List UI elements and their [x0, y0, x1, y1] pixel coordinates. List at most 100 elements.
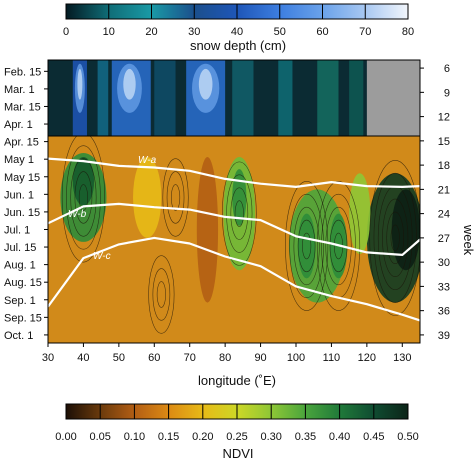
- snow-colorbar-label: snow depth (cm): [190, 38, 286, 53]
- snow-colorbar-tick-label: 50: [274, 26, 286, 38]
- date-tick-label: Aug. 1: [4, 260, 36, 272]
- ndvi-contour: [156, 281, 166, 308]
- snow-colorbar-tick-label: 80: [402, 26, 414, 38]
- line-label-w-b: W-b: [68, 209, 87, 220]
- ndvi-contour: [285, 180, 329, 311]
- longitude-tick-label: 90: [254, 352, 266, 364]
- ndvi-colorbar-tick-label: 0.20: [192, 431, 213, 443]
- ndvi-colorbar-tick-label: 0.40: [329, 431, 350, 443]
- ndvi-contour: [70, 158, 97, 237]
- date-tick-label: Jun. 1: [4, 189, 34, 201]
- ndvi-contour: [66, 145, 101, 250]
- date-axis-left: Feb. 15 Mar. 1 Mar. 15 Apr. 1 Apr. 15 May 1 Ma…: [4, 66, 48, 342]
- ndvi-colorbar-tick-label: 0.15: [158, 431, 179, 443]
- ndvi-contour: [148, 255, 175, 334]
- snow-band: [232, 60, 254, 136]
- week-tick-label: 18: [438, 160, 450, 172]
- ndvi-contour: [166, 171, 185, 224]
- ndvi-colorbar-ticks: 0.00 0.05 0.10 0.15 0.20 0.25 0.30 0.35 0.40 0.45…: [55, 404, 419, 443]
- week-tick-label: 15: [438, 136, 450, 148]
- ndvi-field: [60, 152, 420, 303]
- ndvi-contour: [329, 219, 348, 273]
- snow-peak-depth: [77, 68, 83, 100]
- ndvi-contour: [373, 172, 417, 303]
- date-tick-label: Apr. 1: [4, 119, 33, 131]
- ndvi-contour: [390, 224, 400, 252]
- date-tick-label: Apr. 15: [4, 137, 39, 149]
- date-tick-label: Sep. 15: [4, 312, 42, 324]
- snow-colorbar-tick-label: 20: [145, 26, 157, 38]
- ndvi-contour: [382, 198, 409, 277]
- date-tick-label: Jul. 15: [4, 242, 36, 254]
- snow-peak-depth: [123, 68, 136, 100]
- ndvi-colorbar-tick-label: 0.30: [260, 431, 281, 443]
- longitude-tick-label: 50: [113, 352, 125, 364]
- ndvi-contour: [230, 187, 249, 240]
- ndvi-colorbar-tick-label: 0.45: [363, 431, 384, 443]
- wave-lines: [48, 157, 420, 322]
- date-tick-label: Mar. 1: [4, 84, 35, 96]
- date-tick-label: Jun. 15: [4, 207, 40, 219]
- ndvi-contour: [170, 184, 181, 211]
- line-label-w-a: W-a: [138, 155, 157, 166]
- snow-band: [154, 60, 176, 136]
- ndvi-panel-frame: [47, 135, 421, 344]
- ndvi-contour: [61, 136, 105, 263]
- ndvi-contour: [222, 161, 257, 266]
- date-tick-label: May 1: [4, 154, 34, 166]
- ndvi-contour: [226, 174, 253, 253]
- week-tick-label: 39: [438, 330, 450, 342]
- longitude-tick-label: 40: [77, 352, 89, 364]
- snow-band: [278, 60, 293, 136]
- ndvi-patch: [349, 173, 371, 255]
- week-tick-label: 27: [438, 233, 450, 245]
- week-axis-right: 6 9 12 15 18 21 24 27 30 33 36 39: [420, 63, 450, 342]
- longitude-tick-label: 80: [219, 352, 231, 364]
- snow-band: [317, 60, 339, 136]
- ndvi-panel: [48, 136, 420, 343]
- date-tick-label: Feb. 15: [4, 66, 41, 78]
- ndvi-patch: [72, 157, 95, 206]
- snow-colorbar-tick-label: 30: [188, 26, 200, 38]
- snow-colorbar-tick-label: 10: [103, 26, 115, 38]
- snow-colorbar-tick-label: 40: [231, 26, 243, 38]
- ndvi-patch: [297, 213, 316, 279]
- snow-panel: [48, 60, 420, 136]
- ndvi-contour: [293, 206, 320, 286]
- ndvi-patch: [196, 157, 219, 303]
- week-tick-label: 30: [438, 257, 450, 269]
- ndvi-colorbar-tick-label: 0.35: [295, 431, 316, 443]
- ndvi-contour: [289, 193, 324, 299]
- snow-band: [97, 60, 109, 136]
- date-tick-label: Sep. 1: [4, 295, 36, 307]
- ndvi-colorbar-label: NDVI: [222, 446, 253, 459]
- ndvi-contour: [152, 268, 171, 321]
- snow-colorbar-tick-label: 0: [63, 26, 69, 38]
- ndvi-colorbar-tick-label: 0.50: [397, 431, 418, 443]
- wave-line-w-c: [48, 236, 420, 322]
- longitude-tick-label: 110: [323, 352, 341, 364]
- week-tick-label: 36: [438, 306, 450, 318]
- snow-colorbar-tick-label: 60: [316, 26, 328, 38]
- longitude-tick-label: 30: [42, 352, 54, 364]
- ndvi-contour: [386, 211, 405, 265]
- ndvi-colorbar: 0.00 0.05 0.10 0.15 0.20 0.25 0.30 0.35 0.40 0.45…: [55, 403, 419, 459]
- snow-no-data-region: [366, 60, 420, 136]
- ndvi-contour: [78, 184, 88, 211]
- longitude-axis-label: longitude (˚E): [198, 373, 276, 388]
- longitude-tick-label: 130: [393, 352, 411, 364]
- snow-peak-depth: [198, 68, 213, 100]
- week-tick-label: 12: [438, 112, 450, 124]
- ndvi-contour: [234, 200, 244, 227]
- date-tick-label: Aug. 15: [4, 277, 42, 289]
- week-tick-label: 24: [438, 209, 450, 221]
- longitude-tick-label: 70: [184, 352, 196, 364]
- ndvi-patch: [232, 169, 247, 226]
- longitude-tick-label: 100: [287, 352, 305, 364]
- longitude-tick-label: 60: [148, 352, 160, 364]
- ndvi-patch: [133, 157, 162, 238]
- snow-colorbar-ticks: 0 10 20 30 40 50 60 70 80: [63, 4, 414, 38]
- ndvi-colorbar-tick-label: 0.25: [226, 431, 247, 443]
- wave-line-w-a: [48, 157, 420, 188]
